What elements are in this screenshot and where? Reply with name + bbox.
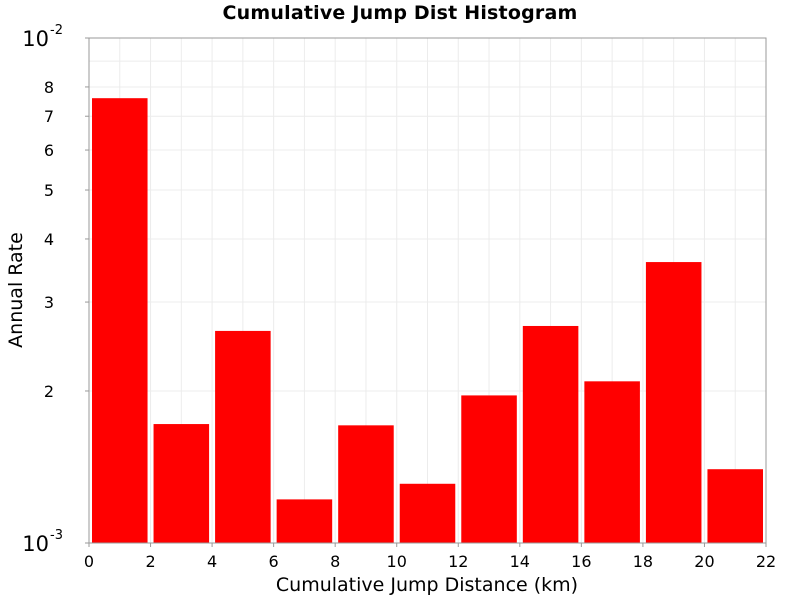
x-tick-label: 10 <box>387 552 407 571</box>
y-tick-label: 3 <box>44 293 54 312</box>
y-tick-label: 4 <box>44 230 54 249</box>
x-tick-label: 20 <box>694 552 714 571</box>
histogram-bar <box>707 469 763 543</box>
histogram-bar <box>92 98 148 543</box>
x-axis-label: Cumulative Jump Distance (km) <box>276 574 578 596</box>
histogram-bar <box>276 499 333 543</box>
y-major-tick-exponent: -2 <box>50 23 63 38</box>
y-tick-label: 6 <box>44 141 54 160</box>
histogram-bar <box>399 483 456 543</box>
x-tick-label: 0 <box>84 552 94 571</box>
chart-title: Cumulative Jump Dist Histogram <box>222 2 578 24</box>
y-axis-label: Annual Rate <box>5 232 27 348</box>
bars <box>92 98 763 543</box>
x-tick-label: 2 <box>145 552 155 571</box>
x-tick-label: 6 <box>269 552 279 571</box>
x-tick-label: 8 <box>330 552 340 571</box>
x-tick-label: 18 <box>633 552 653 571</box>
y-tick-label: 5 <box>44 181 54 200</box>
x-tick-label: 4 <box>207 552 217 571</box>
histogram-bar <box>338 425 394 543</box>
y-tick-label: 7 <box>44 107 54 126</box>
x-axis-ticks: 0 2 4 6 8 10 12 14 16 18 20 22 <box>84 543 776 571</box>
y-major-tick-base: 10 <box>22 532 49 556</box>
histogram-bar <box>153 424 210 543</box>
histogram-bar <box>522 325 579 543</box>
y-tick-label: 8 <box>44 78 54 97</box>
histogram-bar <box>215 330 271 543</box>
histogram-bar <box>645 262 702 543</box>
histogram-bar <box>584 381 640 543</box>
y-tick-label: 2 <box>44 382 54 401</box>
x-tick-label: 22 <box>756 552 776 571</box>
x-tick-label: 12 <box>448 552 468 571</box>
y-major-tick-base: 10 <box>22 27 49 51</box>
y-major-tick-exponent: -3 <box>50 528 63 543</box>
plot-frame <box>88 37 767 544</box>
histogram-bar <box>461 395 517 543</box>
x-tick-label: 16 <box>571 552 591 571</box>
x-tick-label: 14 <box>510 552 530 571</box>
